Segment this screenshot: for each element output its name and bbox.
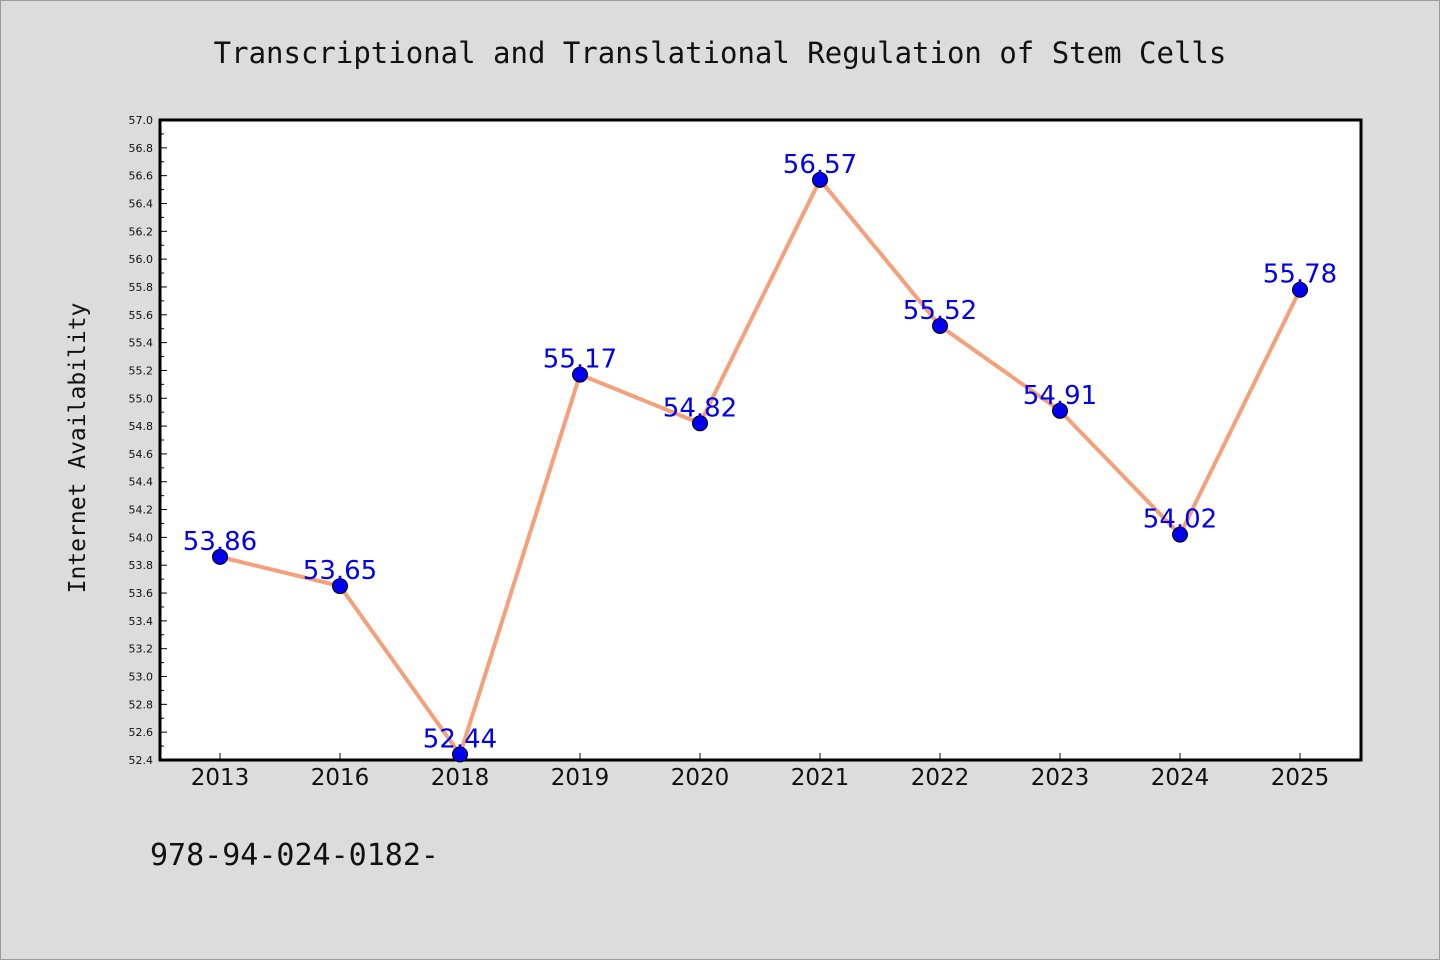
x-tick-label: 2020 [671,765,730,791]
y-tick-label: 54.8 [129,420,154,433]
y-tick-label: 53.0 [129,671,154,684]
y-axis: 52.4 52.6 52.8 53.0 53.2 53.4 53.6 53.8 54.0 54.2… [129,114,167,767]
data-label: 55.17 [543,345,617,375]
y-tick-label: 55.6 [129,309,154,322]
y-tick-label: 55.2 [129,364,154,377]
data-label: 52.44 [423,724,497,754]
data-label: 54.82 [663,393,737,423]
y-tick-label: 55.0 [129,392,154,405]
y-tick-label: 57.0 [129,114,154,127]
x-tick-label: 2025 [1271,765,1330,791]
x-tick-label: 2024 [1151,765,1210,791]
y-tick-label: 54.0 [129,531,154,544]
y-tick-label: 53.4 [129,615,154,628]
data-point [332,578,348,595]
y-tick-label: 52.8 [129,698,154,711]
data-point [1292,281,1308,298]
x-tick-label: 2022 [911,765,970,791]
y-tick-label: 53.8 [129,559,154,572]
y-tick-label: 56.4 [129,197,154,210]
y-tick-label: 54.6 [129,448,154,461]
y-tick-label: 55.4 [129,337,154,350]
data-point [692,415,708,432]
x-axis: 2013 2016 2018 2019 2020 2021 2022 2023 2024 2025 [191,753,1330,791]
data-point [812,171,828,188]
x-tick-label: 2023 [1031,765,1090,791]
y-tick-label: 54.4 [129,476,154,489]
y-tick-label: 53.6 [129,587,154,600]
y-tick-label: 56.0 [129,253,154,266]
data-label: 54.91 [1023,381,1097,411]
y-tick-label: 56.6 [129,170,154,183]
data-point [1172,526,1188,543]
data-point [572,366,588,383]
data-label: 56.57 [783,150,857,180]
y-tick-label: 55.8 [129,281,154,294]
data-point [452,746,468,763]
x-tick-label: 2019 [551,765,610,791]
x-tick-label: 2018 [431,765,490,791]
x-tick-label: 2016 [311,765,370,791]
chart-title: Transcriptional and Translational Regula… [214,36,1227,70]
data-point [932,317,948,334]
x-tick-label: 2013 [191,765,250,791]
y-tick-label: 52.6 [129,726,154,739]
y-tick-label: 56.2 [129,225,154,238]
y-tick-label: 52.4 [129,754,154,767]
footer-code: 978-94-024-0182- [150,838,439,873]
data-point [1052,402,1068,419]
data-label: 55.78 [1263,260,1337,290]
series-line [219,177,1302,757]
y-axis-label: Internet Availability [65,303,91,594]
y-tick-label: 54.2 [129,504,154,517]
data-label: 55.52 [903,296,977,326]
series: 53.86 53.65 52.44 55.17 54.82 56.57 55.52 54.91… [183,150,1337,763]
data-label: 53.65 [303,556,377,586]
y-tick-label: 53.2 [129,643,154,656]
y-tick-label: 56.8 [129,142,154,155]
data-point [212,548,228,565]
x-tick-label: 2021 [791,765,850,791]
data-label: 53.86 [183,527,257,557]
plot-area [158,118,1363,762]
data-label: 54.02 [1143,505,1217,535]
